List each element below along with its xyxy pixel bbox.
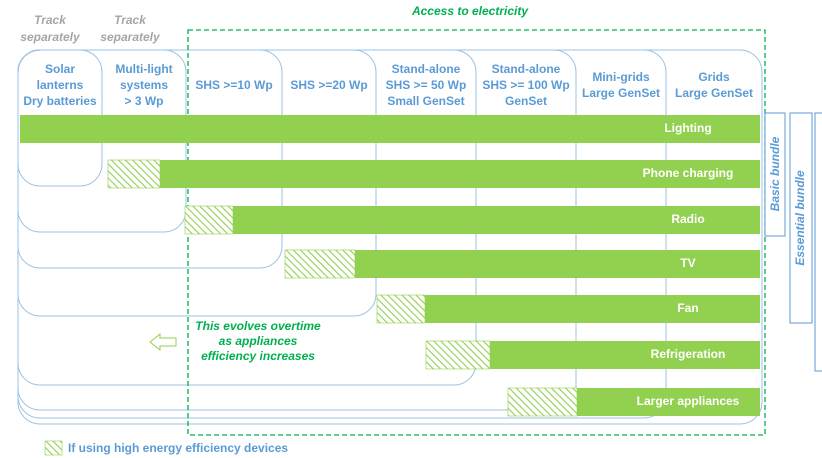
column-header: Solar xyxy=(45,62,75,76)
bar xyxy=(425,295,760,323)
row-label: Refrigeration xyxy=(651,347,726,361)
group-box xyxy=(764,112,786,237)
column-header: Multi-light xyxy=(115,62,172,76)
column-header: Stand-alone xyxy=(392,62,461,76)
column-header: SHS >= 50 Wp xyxy=(386,78,467,92)
row-label: Lighting xyxy=(664,121,711,135)
column-header: SHS >=10 Wp xyxy=(195,78,272,92)
hatch-segment xyxy=(376,294,426,324)
group-box xyxy=(814,112,822,372)
bar xyxy=(577,388,760,416)
row-label: Phone charging xyxy=(643,166,734,180)
column-header: Small GenSet xyxy=(387,94,464,108)
group-label: Basic bundle xyxy=(768,136,782,211)
column-header: > 3 Wp xyxy=(124,94,163,108)
row-label: Fan xyxy=(677,301,698,315)
column-header: GenSet xyxy=(505,94,547,108)
note: efficiency increases xyxy=(201,349,315,363)
column-header: Large GenSet xyxy=(675,86,753,100)
arrow xyxy=(149,332,177,352)
bar xyxy=(490,341,760,369)
track-label: Track xyxy=(34,13,67,27)
row-label: Larger appliances xyxy=(637,394,740,408)
access-title: Access to electricity xyxy=(411,4,529,18)
column-header: Large GenSet xyxy=(582,86,660,100)
legend-swatch xyxy=(44,440,63,456)
hatch-segment xyxy=(507,387,578,417)
column-header: systems xyxy=(120,78,168,92)
column-header: Mini-grids xyxy=(592,70,650,84)
column-header: SHS >=20 Wp xyxy=(290,78,367,92)
track-label: separately xyxy=(100,30,161,44)
hatch-segment xyxy=(184,205,234,235)
hatch-segment xyxy=(107,159,161,189)
group-box xyxy=(789,112,813,324)
column-header: Grids xyxy=(698,70,730,84)
hatch-segment xyxy=(425,340,491,370)
note: This evolves overtime xyxy=(195,319,321,333)
track-label: Track xyxy=(114,13,147,27)
row-label: Radio xyxy=(671,212,704,226)
bar xyxy=(20,115,760,143)
column-header: SHS >= 100 Wp xyxy=(482,78,569,92)
column-header: Stand-alone xyxy=(492,62,561,76)
group-label: Essential bundle xyxy=(793,170,807,266)
row-label: TV xyxy=(680,256,695,270)
bar xyxy=(233,206,760,234)
bar xyxy=(160,160,760,188)
column-header: lanterns xyxy=(37,78,84,92)
column-header: Dry batteries xyxy=(23,94,97,108)
track-label: separately xyxy=(20,30,81,44)
bar xyxy=(355,250,760,278)
legend-text: If using high energy efficiency devices xyxy=(68,441,288,455)
note: as appliances xyxy=(219,334,298,348)
column-outline xyxy=(17,49,763,425)
hatch-segment xyxy=(284,249,356,279)
